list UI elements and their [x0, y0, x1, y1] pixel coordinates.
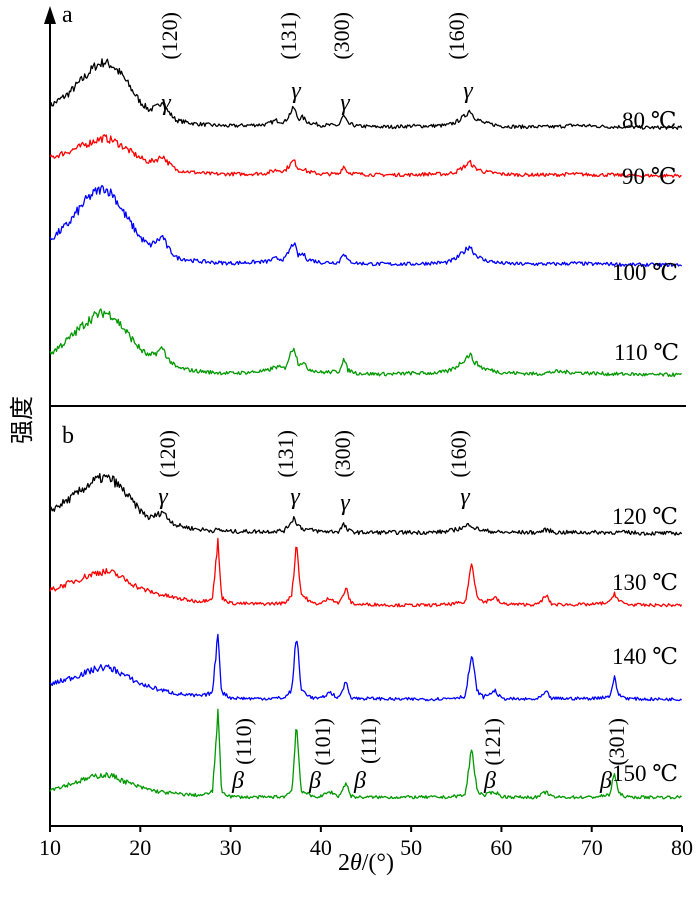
peak-phase-b-6: β [353, 768, 366, 794]
series-line-a-2 [49, 184, 683, 268]
peak-phase-b-4: β [231, 768, 244, 794]
x-tick-label: 20 [129, 835, 151, 860]
series-line-b-0 [49, 472, 683, 536]
series-label-b-0: 120 ℃ [612, 504, 678, 529]
x-axis-title: 2θ/(°) [338, 850, 394, 876]
x-tick-label: 40 [310, 835, 332, 860]
series-line-a-3 [49, 308, 683, 378]
peak-phase-b-1: γ [290, 484, 300, 510]
peak-index-b-7: (121) [480, 718, 505, 766]
peak-phase-b-8: β [599, 768, 612, 794]
x-tick-label: 70 [581, 835, 603, 860]
peak-phase-b-7: β [483, 768, 496, 794]
series-line-b-1 [49, 537, 683, 608]
series-label-b-1: 130 ℃ [612, 570, 678, 595]
peak-phase-b-2: γ [340, 490, 350, 516]
peak-index-b-2: (300) [330, 430, 355, 478]
peak-index-a-3: (160) [444, 12, 469, 60]
peak-index-a-1: (131) [276, 12, 301, 60]
peak-phase-a-3: γ [463, 78, 473, 104]
y-axis-title: 强度 [9, 396, 36, 444]
panel-label-b: b [62, 423, 74, 449]
x-tick-label: 80 [671, 835, 693, 860]
peak-index-b-0: (120) [155, 430, 180, 478]
series-label-a-0: 80 ℃ [622, 108, 676, 133]
peak-phase-b-5: β [308, 768, 321, 794]
series-label-b-2: 140 ℃ [612, 644, 678, 669]
x-tick-label: 50 [400, 835, 422, 860]
peak-index-a-2: (300) [329, 12, 354, 60]
peak-phase-a-0: γ [161, 90, 171, 116]
x-tick-label: 10 [39, 835, 61, 860]
series-label-a-2: 100 ℃ [612, 260, 678, 285]
peak-index-b-1: (131) [273, 430, 298, 478]
peak-index-b-6: (111) [356, 718, 381, 764]
panel-label-a: a [62, 2, 73, 28]
series-label-b-3: 150 ℃ [612, 761, 678, 786]
peak-index-b-5: (101) [310, 718, 335, 766]
peak-phase-a-2: γ [340, 90, 350, 116]
peak-index-a-0: (120) [157, 12, 182, 60]
series-line-b-3 [49, 708, 683, 800]
series-line-b-2 [49, 633, 683, 702]
peak-index-b-3: (160) [446, 430, 471, 478]
y-axis-arrow [44, 6, 56, 24]
series-label-a-1: 90 ℃ [622, 164, 676, 189]
peak-phase-a-1: γ [291, 78, 301, 104]
peak-phase-b-3: γ [460, 484, 470, 510]
series-line-a-1 [49, 134, 682, 178]
peak-index-b-4: (110) [231, 718, 256, 765]
peak-phase-b-0: γ [158, 484, 168, 510]
series-label-a-3: 110 ℃ [614, 340, 679, 365]
x-tick-label: 30 [220, 835, 242, 860]
peak-index-b-8: (301) [604, 718, 629, 766]
x-tick-label: 60 [490, 835, 512, 860]
series-line-a-0 [49, 58, 683, 130]
